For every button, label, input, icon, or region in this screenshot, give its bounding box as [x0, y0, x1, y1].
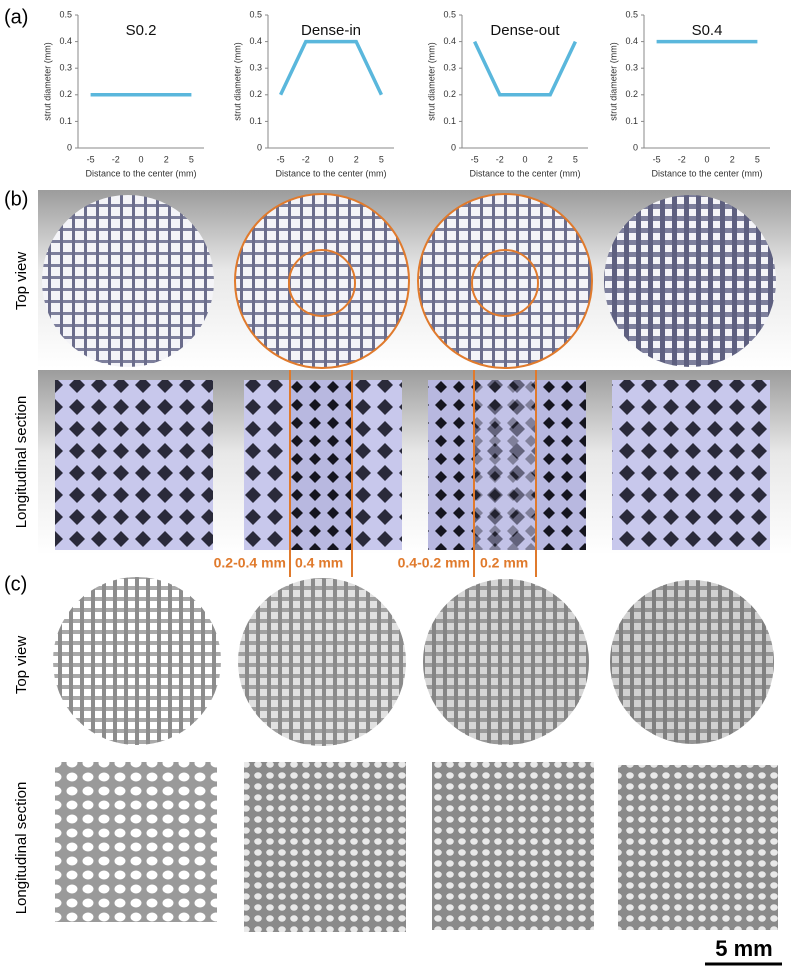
- y-tick-label: 0.2: [249, 89, 262, 99]
- x-tick-label: -5: [471, 154, 479, 164]
- annotation: 0.2 mm: [480, 555, 528, 571]
- x-tick-label: 0: [328, 154, 333, 164]
- chart-title: Dense-in: [301, 22, 361, 39]
- row-label: Top view: [13, 252, 30, 311]
- annotation: 0.4 mm: [295, 555, 343, 571]
- row-label: Longitudinal section: [13, 396, 30, 529]
- x-tick-label: -2: [302, 154, 310, 164]
- x-tick-label: -2: [496, 154, 504, 164]
- x-tick-label: 5: [755, 154, 760, 164]
- x-tick-label: -5: [277, 154, 285, 164]
- y-tick-label: 0.3: [625, 63, 638, 73]
- chart-title: S0.2: [126, 22, 157, 39]
- x-tick-label: -5: [87, 154, 95, 164]
- y-tick-label: 0: [67, 142, 72, 152]
- y-axis-label: strut diameter (mm): [232, 42, 242, 121]
- y-axis-label: strut diameter (mm): [42, 42, 52, 121]
- y-tick-label: 0.3: [59, 63, 72, 73]
- y-tick-label: 0.4: [59, 36, 72, 46]
- y-tick-label: 0.1: [249, 116, 262, 126]
- x-tick-label: 2: [548, 154, 553, 164]
- annotation: 0.2-0.4 mm: [214, 555, 286, 571]
- chart-title: S0.4: [692, 22, 723, 39]
- x-tick-label: -2: [678, 154, 686, 164]
- y-tick-label: 0.5: [443, 9, 456, 19]
- panel-label: (a): [4, 6, 28, 28]
- x-axis-label: Distance to the center (mm): [275, 168, 386, 178]
- y-tick-label: 0.3: [249, 63, 262, 73]
- x-tick-label: -5: [653, 154, 661, 164]
- y-tick-label: 0.5: [249, 9, 262, 19]
- y-tick-label: 0.4: [443, 36, 456, 46]
- x-tick-label: 0: [138, 154, 143, 164]
- x-axis-label: Distance to the center (mm): [469, 168, 580, 178]
- scale-bar-label: 5 mm: [715, 936, 772, 961]
- x-tick-label: -2: [112, 154, 120, 164]
- y-tick-label: 0: [633, 142, 638, 152]
- y-tick-label: 0.4: [249, 36, 262, 46]
- x-tick-label: 5: [379, 154, 384, 164]
- x-tick-label: 2: [354, 154, 359, 164]
- panel-label: (c): [4, 573, 27, 595]
- y-tick-label: 0: [257, 142, 262, 152]
- x-tick-label: 5: [189, 154, 194, 164]
- y-tick-label: 0.2: [59, 89, 72, 99]
- y-tick-label: 0.2: [625, 89, 638, 99]
- image-row: [38, 190, 791, 369]
- row-label: Top view: [13, 636, 30, 695]
- y-tick-label: 0.1: [625, 116, 638, 126]
- x-axis-label: Distance to the center (mm): [85, 168, 196, 178]
- image-row: [53, 577, 774, 746]
- x-tick-label: 2: [164, 154, 169, 164]
- panel-label: (b): [4, 188, 28, 210]
- image-row: [38, 370, 791, 577]
- row-label: Longitudinal section: [13, 782, 30, 915]
- x-tick-label: 0: [522, 154, 527, 164]
- y-tick-label: 0.1: [443, 116, 456, 126]
- x-tick-label: 2: [730, 154, 735, 164]
- x-tick-label: 5: [573, 154, 578, 164]
- line: [473, 40, 577, 97]
- y-tick-label: 0.2: [443, 89, 456, 99]
- y-axis-label: strut diameter (mm): [426, 42, 436, 121]
- y-tick-label: 0.5: [59, 9, 72, 19]
- y-tick-label: 0.1: [59, 116, 72, 126]
- x-tick-label: 0: [704, 154, 709, 164]
- y-tick-label: 0.5: [625, 9, 638, 19]
- annotation: 0.4-0.2 mm: [398, 555, 470, 571]
- y-tick-label: 0.3: [443, 63, 456, 73]
- image-row: [55, 762, 778, 932]
- y-axis-label: strut diameter (mm): [608, 42, 618, 121]
- line: [279, 39, 383, 96]
- chart-title: Dense-out: [490, 22, 560, 39]
- x-axis-label: Distance to the center (mm): [651, 168, 762, 178]
- y-tick-label: 0.4: [625, 36, 638, 46]
- y-tick-label: 0: [451, 142, 456, 152]
